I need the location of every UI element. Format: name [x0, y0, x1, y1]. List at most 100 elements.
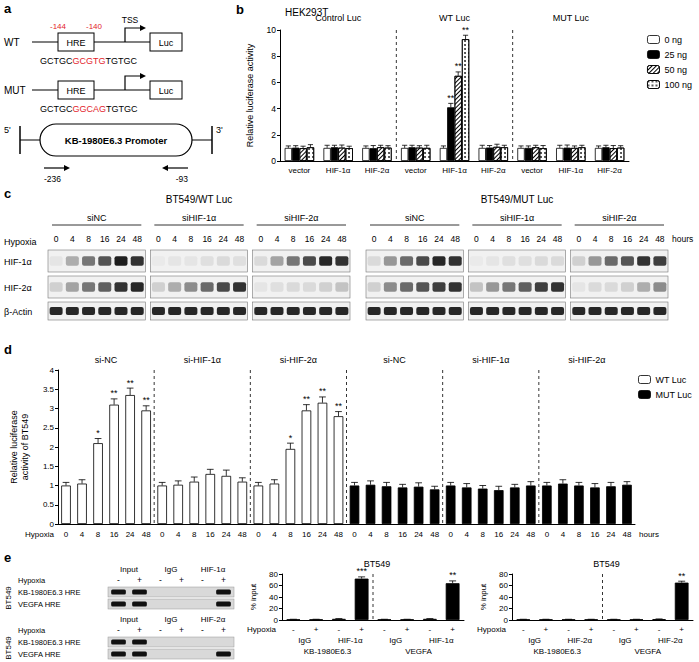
svg-text:2: 2	[271, 130, 276, 140]
svg-text:0: 0	[271, 156, 276, 166]
svg-text:-: -	[117, 575, 120, 585]
svg-text:24: 24	[510, 530, 519, 539]
svg-text:Control Luc: Control Luc	[315, 13, 362, 23]
svg-text:si-HIF-1α: si-HIF-1α	[472, 355, 509, 365]
svg-text:BT549: BT549	[593, 559, 620, 569]
svg-text:Hypoxia: Hypoxia	[18, 626, 46, 635]
svg-text:-: -	[612, 625, 615, 634]
svg-text:25 ng: 25 ng	[664, 50, 687, 60]
svg-text:4: 4	[70, 234, 75, 244]
svg-text:+: +	[314, 625, 319, 634]
svg-text:8: 8	[288, 530, 293, 539]
svg-text:8: 8	[404, 234, 409, 244]
svg-text:+: +	[634, 625, 639, 634]
svg-text:BT549/WT Luc: BT549/WT Luc	[166, 194, 233, 205]
svg-text:e: e	[4, 550, 11, 565]
svg-text:HIF-1α: HIF-1α	[429, 636, 454, 645]
svg-text:siHIF-1α: siHIF-1α	[500, 213, 534, 223]
svg-text:Hypoxia: Hypoxia	[477, 625, 506, 634]
svg-text:16: 16	[520, 234, 530, 244]
svg-text:60: 60	[269, 581, 278, 590]
svg-text:-: -	[338, 625, 341, 634]
svg-text:1: 1	[50, 481, 55, 490]
svg-text:0: 0	[156, 234, 161, 244]
svg-text:HIF-1α: HIF-1α	[201, 565, 226, 574]
svg-text:16: 16	[623, 234, 633, 244]
svg-text:4: 4	[368, 530, 373, 539]
svg-text:hours: hours	[639, 530, 659, 539]
svg-text:60: 60	[499, 581, 508, 590]
svg-text:20: 20	[499, 604, 508, 613]
svg-text:Input: Input	[120, 565, 139, 574]
svg-text:0: 0	[474, 234, 479, 244]
svg-text:0: 0	[256, 530, 261, 539]
svg-text:HIF-2α: HIF-2α	[201, 615, 226, 624]
svg-text:KB-1980E6.3: KB-1980E6.3	[304, 647, 352, 656]
svg-text:16: 16	[206, 530, 215, 539]
svg-text:2.5: 2.5	[43, 423, 55, 432]
svg-text:5': 5'	[4, 125, 11, 135]
svg-text:16: 16	[110, 530, 119, 539]
svg-text:IgG: IgG	[528, 636, 541, 645]
svg-text:**: **	[447, 93, 455, 103]
svg-text:4: 4	[561, 530, 566, 539]
svg-text:4: 4	[275, 234, 280, 244]
svg-text:BT549: BT549	[364, 559, 391, 569]
svg-text:HIF-2α: HIF-2α	[4, 283, 32, 293]
svg-text:Hypoxia: Hypoxia	[247, 625, 276, 634]
svg-text:*: *	[96, 428, 100, 438]
svg-text:GCTGCGCGTGTGTGC: GCTGCGCGTGTGTGC	[40, 56, 137, 66]
svg-text:48: 48	[142, 530, 151, 539]
svg-text:vector: vector	[288, 166, 310, 175]
svg-text:siNC: siNC	[405, 213, 425, 223]
svg-text:8: 8	[481, 530, 486, 539]
svg-text:si-NC: si-NC	[383, 355, 406, 365]
svg-text:siHIF-2α: siHIF-2α	[284, 213, 318, 223]
svg-text:HIF-2α: HIF-2α	[597, 166, 622, 175]
svg-text:KB-1980E6.3 Promoter: KB-1980E6.3 Promoter	[65, 135, 168, 146]
svg-text:MUT Luc: MUT Luc	[655, 390, 692, 400]
svg-text:0 ng: 0 ng	[664, 35, 682, 45]
svg-text:BT549: BT549	[4, 636, 13, 660]
svg-text:HRE: HRE	[66, 38, 85, 48]
svg-text:20: 20	[269, 604, 278, 613]
svg-text:+: +	[359, 625, 364, 634]
svg-text:b: b	[236, 2, 244, 17]
svg-text:Relative luciferase activity: Relative luciferase activity	[245, 43, 255, 147]
svg-text:0: 0	[448, 530, 453, 539]
svg-text:16: 16	[202, 234, 212, 244]
svg-text:+: +	[137, 575, 142, 585]
svg-text:KB-1980E6.3 HRE: KB-1980E6.3 HRE	[18, 588, 81, 597]
svg-text:0.5: 0.5	[43, 500, 55, 509]
svg-text:WT: WT	[4, 37, 20, 48]
svg-text:**: **	[462, 25, 470, 35]
svg-text:HIF-1α: HIF-1α	[442, 166, 467, 175]
svg-text:% input: % input	[249, 583, 258, 610]
svg-text:-93: -93	[176, 174, 189, 184]
svg-text:48: 48	[450, 234, 460, 244]
svg-text:8: 8	[507, 234, 512, 244]
svg-text:48: 48	[655, 234, 665, 244]
svg-text:IgG: IgG	[619, 636, 632, 645]
svg-text:vector: vector	[405, 166, 427, 175]
svg-text:24: 24	[126, 530, 135, 539]
svg-text:c: c	[4, 186, 11, 201]
svg-text:**: **	[127, 378, 135, 388]
svg-text:-: -	[658, 625, 661, 634]
svg-text:HIF-1α: HIF-1α	[559, 166, 584, 175]
svg-text:HIF-1α: HIF-1α	[4, 257, 32, 267]
svg-text:8: 8	[291, 234, 296, 244]
svg-text:vector: vector	[521, 166, 543, 175]
svg-text:Relative luciferase: Relative luciferase	[9, 410, 19, 484]
svg-text:4: 4	[490, 234, 495, 244]
svg-text:**: **	[111, 388, 119, 398]
svg-text:0: 0	[576, 234, 581, 244]
svg-text:**: **	[303, 394, 311, 404]
svg-text:-: -	[429, 625, 432, 634]
svg-text:-144: -144	[50, 22, 67, 31]
svg-text:HIF-2α: HIF-2α	[481, 166, 506, 175]
svg-text:HIF-2α: HIF-2α	[658, 636, 683, 645]
svg-text:4: 4	[272, 530, 277, 539]
svg-text:4: 4	[172, 234, 177, 244]
svg-text:+: +	[137, 625, 142, 635]
